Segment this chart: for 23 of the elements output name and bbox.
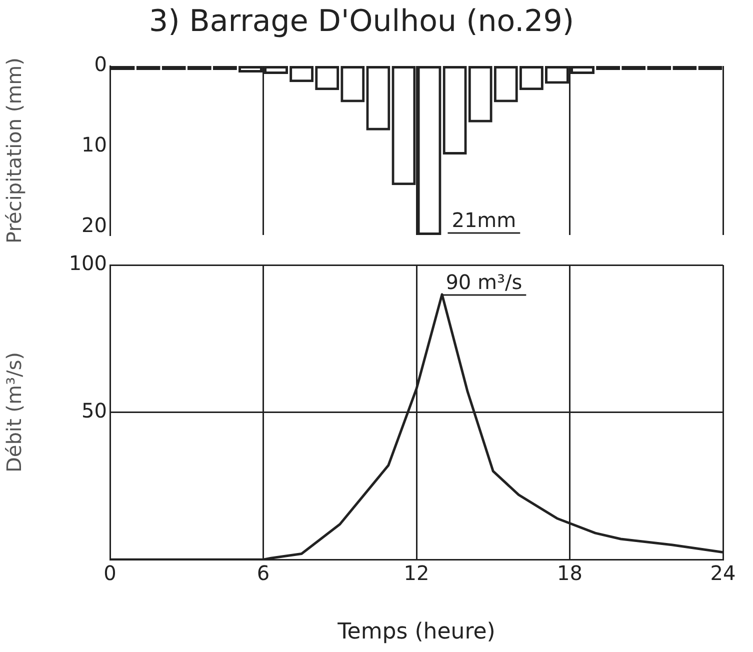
y-tick-label: 10 [82,132,107,157]
y-tick-label: 50 [82,398,107,423]
x-tick-label: 24 [710,560,736,585]
y-tick-label: 20 [82,213,107,238]
bar [212,66,237,70]
y-axis-title: Précipitation (mm) [2,58,26,244]
annotation: 90 m³/s [446,270,522,294]
x-tick-label: 18 [557,560,582,585]
bar [596,66,620,70]
bar [622,66,646,70]
bar [136,66,160,70]
x-axis-title: Temps (heure) [336,620,496,645]
y-axis-title: Débit (m³/s) [2,352,26,473]
annotation: 21mm [452,208,516,232]
bar [647,66,672,70]
y-tick-label: 100 [68,251,107,276]
bar [187,66,212,70]
x-tick-label: 12 [404,560,430,585]
bar [162,66,186,70]
chart-title: 3) Barrage D'Oulhou (no.29) [148,4,574,39]
bar [672,66,697,70]
x-tick-label: 6 [256,560,270,585]
y-tick-label: 0 [94,52,107,76]
